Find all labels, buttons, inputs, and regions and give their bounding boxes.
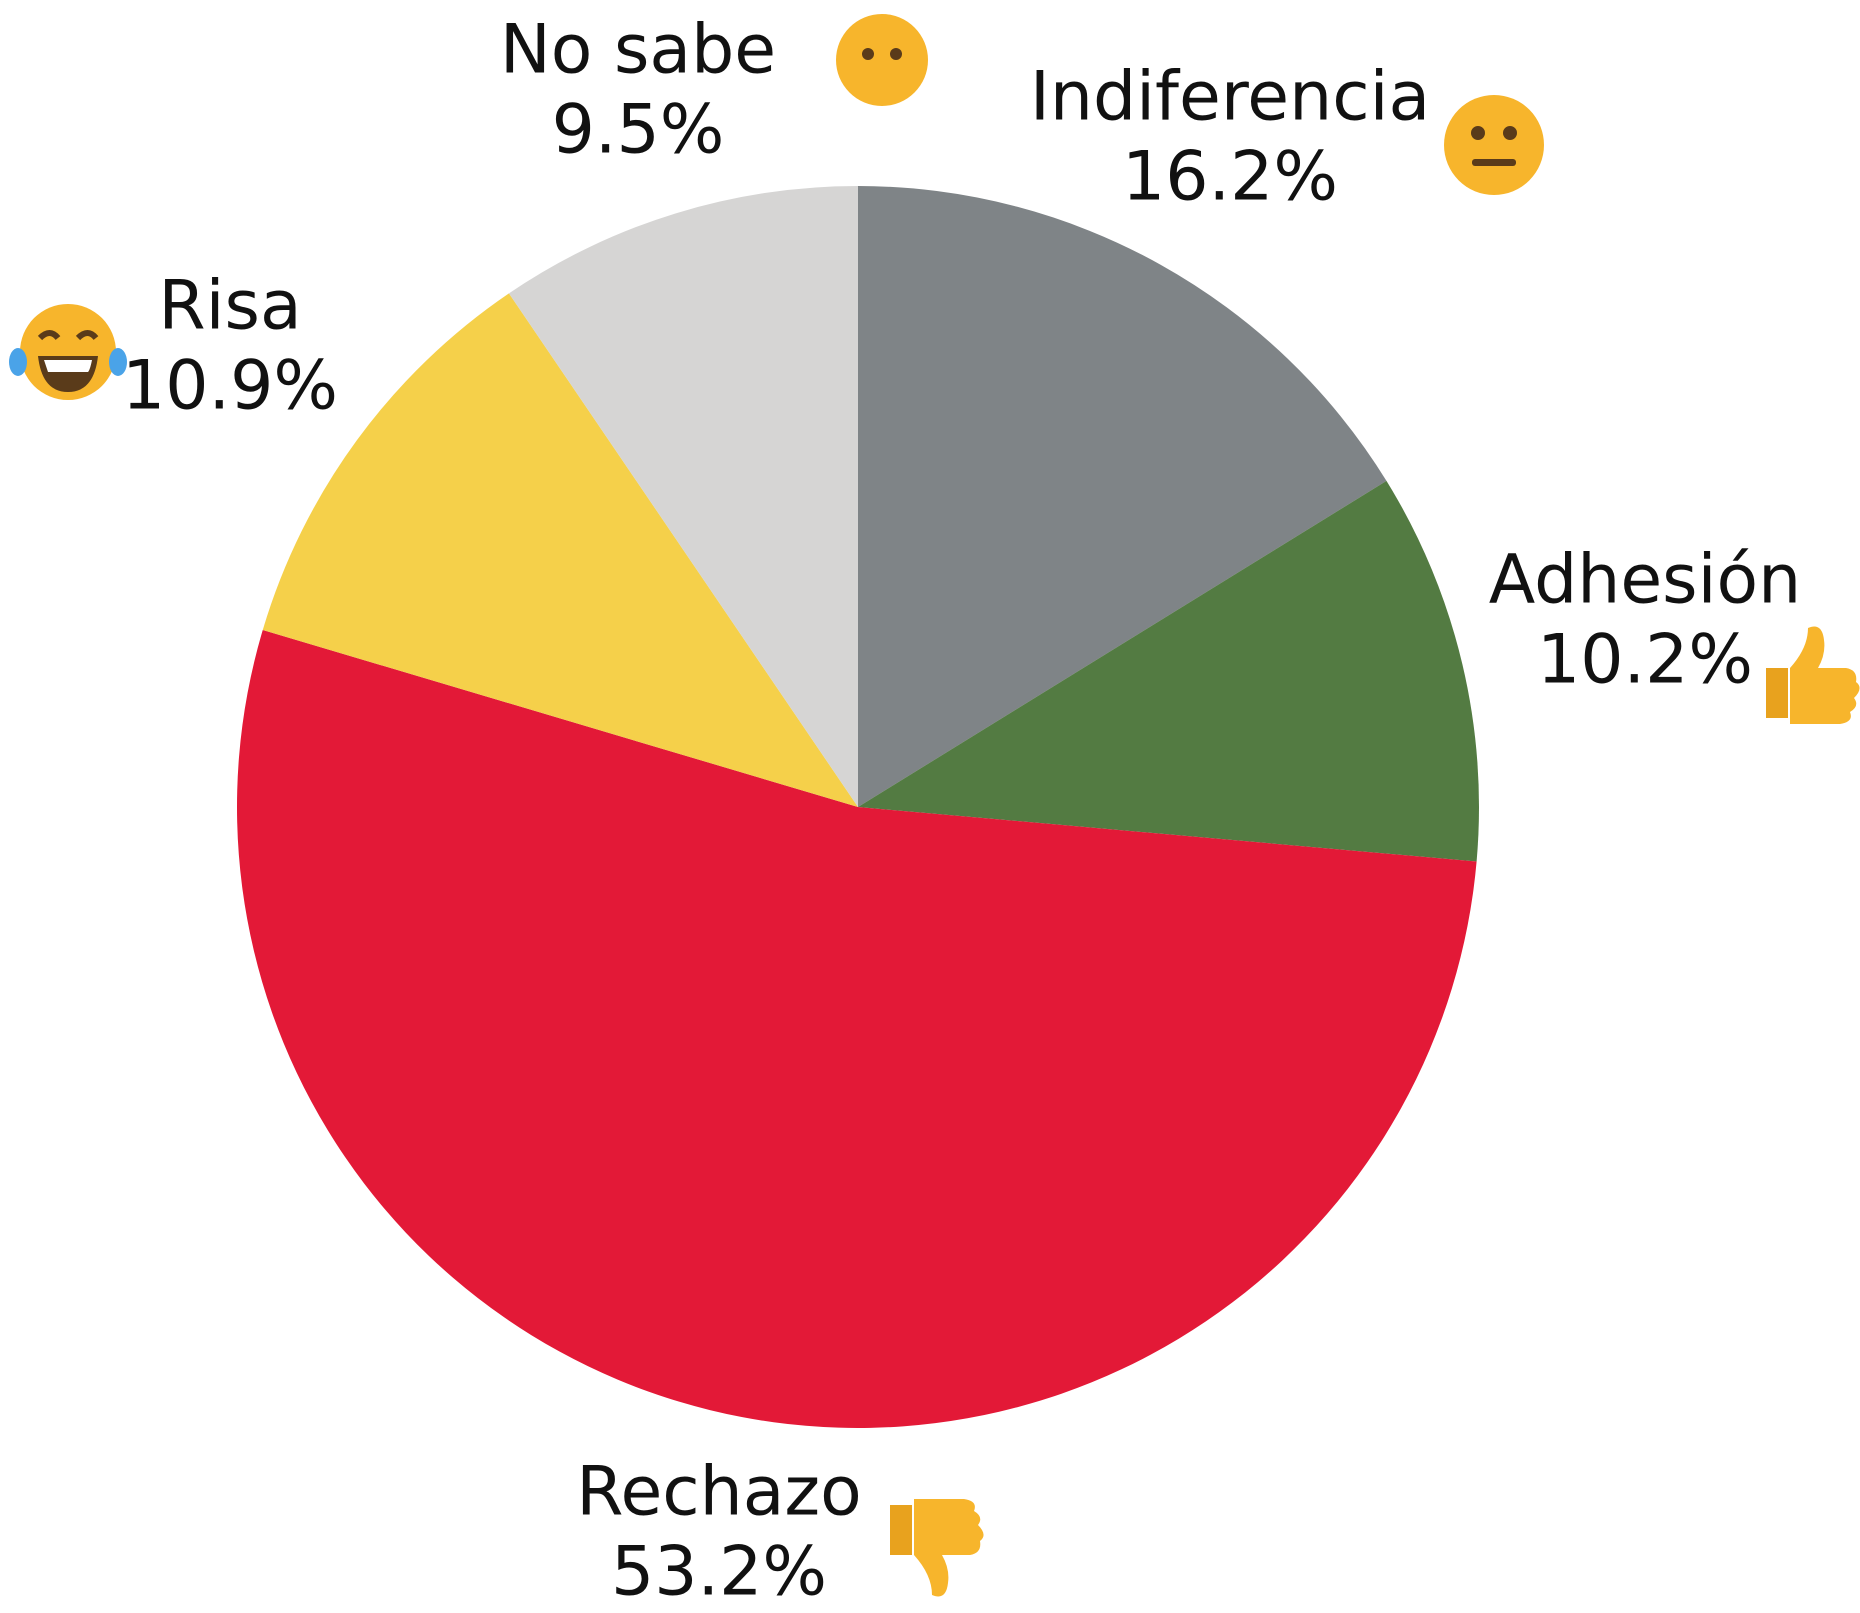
- slice-value-label: 10.9%: [122, 347, 338, 426]
- slice-value-label: 16.2%: [1122, 138, 1338, 217]
- slice-label: Rechazo: [576, 1453, 861, 1532]
- pie-slice: [262, 293, 859, 808]
- emoji-thumbs-down: [890, 1499, 984, 1597]
- slice-value-label: 10.2%: [1537, 621, 1753, 700]
- emoji-thumbs-up: [1766, 626, 1860, 724]
- emoji-laughing: [9, 304, 127, 400]
- emoji-no-mouth: [836, 14, 928, 106]
- slice-label: Adhesión: [1489, 541, 1801, 620]
- pie-slice: [858, 186, 1387, 807]
- emoji-neutral: [1444, 95, 1544, 195]
- pie-slice: [858, 480, 1479, 862]
- pie-slice: [237, 630, 1477, 1428]
- slice-value-label: 9.5%: [552, 91, 725, 170]
- emoji-icons: [9, 14, 1860, 1597]
- slice-label: Risa: [158, 267, 301, 346]
- slice-label: Indiferencia: [1030, 58, 1430, 137]
- pie-slice: [508, 186, 858, 807]
- slices: [237, 186, 1479, 1428]
- slice-value-label: 53.2%: [611, 1533, 827, 1612]
- slice-label: No sabe: [500, 11, 776, 90]
